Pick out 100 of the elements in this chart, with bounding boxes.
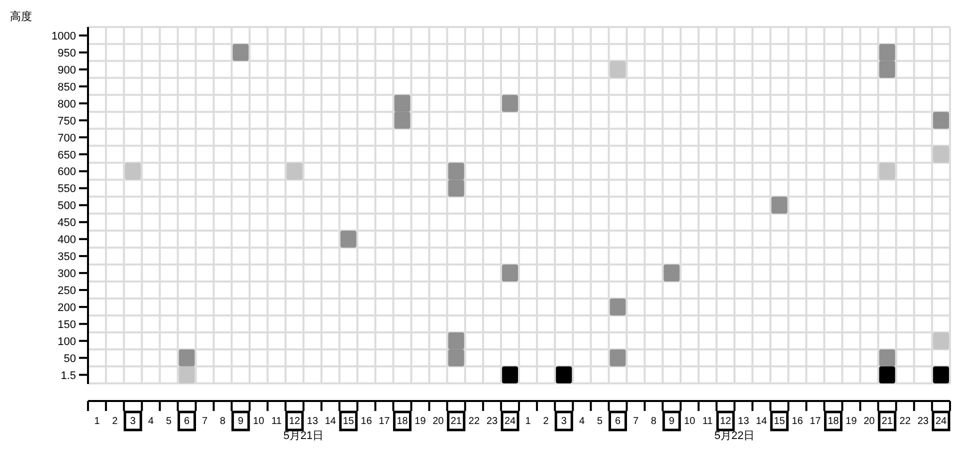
point	[394, 112, 410, 129]
x-tick-label: 11	[271, 416, 282, 427]
x-tick-label: 24	[935, 416, 948, 427]
x-tick-label: 22	[468, 416, 480, 427]
x-tick-label: 23	[486, 416, 498, 427]
x-tick-label: 15	[342, 416, 354, 427]
point	[933, 112, 949, 129]
point	[448, 162, 464, 180]
y-tick-label: 650	[58, 149, 76, 162]
x-tick-label: 19	[846, 416, 858, 427]
y-tick-label: 200	[58, 302, 76, 314]
x-tick-label: 3	[561, 416, 568, 427]
x-tick-label: 4	[148, 416, 154, 427]
y-tick-label: 900	[58, 64, 76, 76]
x-tick-label: 23	[918, 416, 930, 427]
x-tick-label: 1	[525, 416, 532, 427]
y-tick-label: 100	[58, 336, 76, 348]
x-tick-label: 8	[220, 416, 226, 427]
y-tick-label: 750	[58, 115, 76, 128]
x-tick-label: 15	[774, 416, 786, 427]
x-tick-label: 20	[864, 416, 876, 427]
x-tick-label: 24	[504, 416, 516, 427]
point	[933, 366, 949, 384]
x-tick-label: 6	[184, 416, 190, 427]
x-tick-label: 21	[450, 416, 462, 427]
y-tick-label: 450	[58, 217, 76, 230]
y-tick-label: 250	[58, 284, 76, 297]
x-tick-label: 13	[738, 416, 750, 427]
x-tick-label: 10	[253, 416, 265, 427]
x-tick-label: 19	[414, 416, 426, 427]
x-tick-label: 18	[828, 416, 840, 427]
x-tick-label: 5	[166, 416, 172, 427]
x-tick-label: 17	[378, 416, 390, 427]
x-tick-label: 2	[112, 416, 118, 427]
x-tick-label: 7	[202, 416, 208, 427]
x-tick-label: 21	[882, 416, 894, 427]
y-tick-label: 700	[58, 132, 76, 144]
x-tick-label: 4	[579, 416, 586, 427]
y-tick-label: 950	[58, 47, 76, 60]
point	[610, 349, 626, 366]
y-tick-label: 600	[58, 166, 76, 178]
x-tick-label: 11	[702, 416, 714, 427]
y-tick-label: 550	[58, 183, 76, 196]
x-tick-label: 22	[900, 416, 912, 427]
point	[178, 349, 195, 366]
point	[556, 366, 572, 384]
x-tick-label: 13	[306, 416, 318, 427]
point	[771, 196, 788, 214]
x-tick-label: 2	[543, 416, 550, 427]
y-tick-label: 50	[64, 352, 76, 365]
x-tick-label: 12	[288, 416, 301, 427]
point	[664, 264, 680, 282]
y-tick-label: 850	[58, 81, 76, 94]
point	[502, 366, 518, 384]
x-tick-label: 8	[650, 416, 657, 427]
x-tick-label: 9	[668, 416, 675, 427]
y-tick-label: 300	[58, 268, 76, 280]
point	[879, 366, 896, 384]
x-tick-label: 9	[238, 416, 244, 427]
point	[448, 332, 464, 350]
x-tick-label: 3	[130, 416, 136, 427]
point	[502, 94, 518, 112]
x-tick-label: 20	[432, 416, 444, 427]
point	[879, 162, 896, 180]
point	[879, 60, 896, 78]
x-tick-label: 7	[632, 416, 639, 427]
point	[394, 94, 410, 112]
point	[879, 349, 896, 366]
point	[879, 44, 896, 61]
x-tick-label: 18	[396, 416, 408, 427]
y-tick-label: 800	[58, 98, 76, 110]
x-tick-label: 16	[792, 416, 804, 427]
x-tick-label: 17	[810, 416, 822, 427]
point	[610, 298, 626, 316]
y-tick-label: 1.5	[60, 370, 76, 382]
y-tick-label: 1000	[52, 30, 76, 42]
x-tick-label: 12	[720, 416, 732, 427]
point	[340, 230, 356, 248]
x-tick-label: 16	[360, 416, 372, 427]
point	[502, 264, 518, 282]
point	[232, 44, 249, 61]
point	[178, 366, 195, 384]
x-tick-label: 1	[94, 416, 100, 427]
x-tick-label: 5	[597, 416, 604, 427]
y-tick-label: 400	[58, 234, 76, 246]
point	[286, 162, 302, 180]
y-tick-label: 150	[58, 318, 76, 331]
x-tick-label: 10	[684, 416, 696, 427]
x-tick-label: 14	[756, 416, 768, 427]
point	[933, 146, 949, 163]
point	[124, 162, 141, 180]
x-tick-label: 6	[614, 416, 621, 427]
point	[933, 332, 949, 350]
y-tick-label: 500	[58, 200, 76, 212]
point	[610, 60, 626, 78]
y-tick-label: 350	[58, 251, 76, 264]
y-axis-title: 高度	[10, 10, 32, 23]
point	[448, 349, 464, 366]
x-tick-label: 14	[324, 416, 336, 427]
point	[448, 180, 464, 197]
